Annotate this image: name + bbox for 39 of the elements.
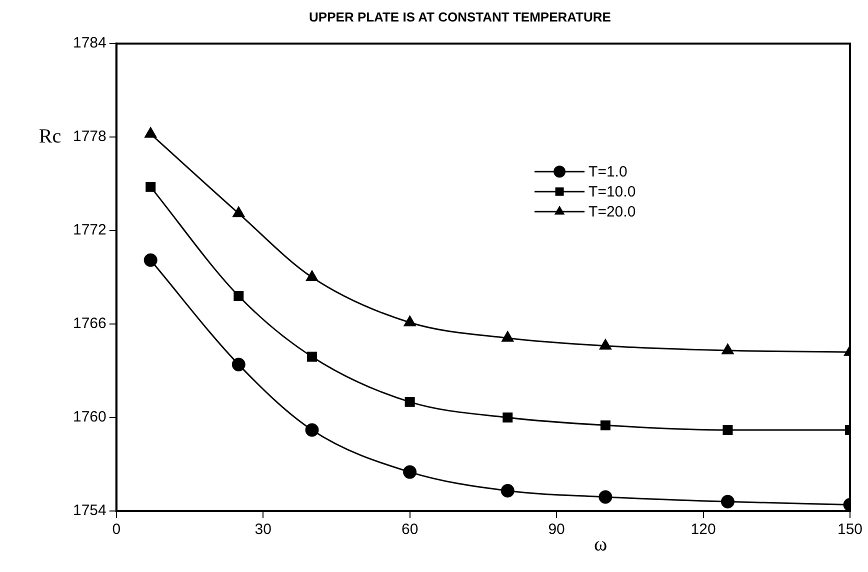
point (403, 465, 417, 479)
point (232, 358, 246, 372)
y-tick-label: 1784 (72, 34, 106, 52)
point (500, 484, 514, 498)
point (502, 331, 514, 342)
legend-label: T=20.0 (588, 204, 636, 221)
point (306, 270, 318, 282)
x-tick-label: 60 (401, 521, 418, 538)
point (600, 420, 610, 430)
chart-title: UPPER PLATE IS AT CONSTANT TEMPERATURE (309, 9, 612, 24)
legend-label: T=1.0 (588, 164, 628, 181)
y-tick-label: 1766 (72, 315, 106, 332)
point (146, 182, 156, 192)
y-axis-title: Rc (38, 125, 62, 148)
point (502, 412, 513, 423)
point (404, 316, 416, 326)
point (720, 494, 734, 508)
legend-label: T=10.0 (588, 184, 636, 201)
point (234, 291, 244, 301)
point (722, 344, 734, 354)
y-tick-label: 1772 (72, 222, 106, 239)
point (722, 424, 733, 435)
point (307, 352, 317, 362)
x-axis-title: ω (594, 533, 608, 556)
point (144, 127, 157, 138)
point (598, 490, 612, 504)
x-tick-label: 150 (837, 521, 863, 538)
point (305, 423, 319, 437)
point (404, 396, 415, 407)
x-tick-label: 30 (254, 521, 272, 538)
point (144, 253, 158, 267)
x-tick-label: 90 (548, 521, 565, 538)
y-tick-label: 1760 (72, 408, 106, 426)
y-tick-label: 1754 (72, 502, 106, 520)
point (232, 206, 245, 218)
x-tick-label: 0 (112, 521, 121, 538)
point (600, 339, 612, 350)
x-tick-label: 120 (690, 521, 716, 538)
y-tick-label: 1778 (72, 128, 106, 146)
